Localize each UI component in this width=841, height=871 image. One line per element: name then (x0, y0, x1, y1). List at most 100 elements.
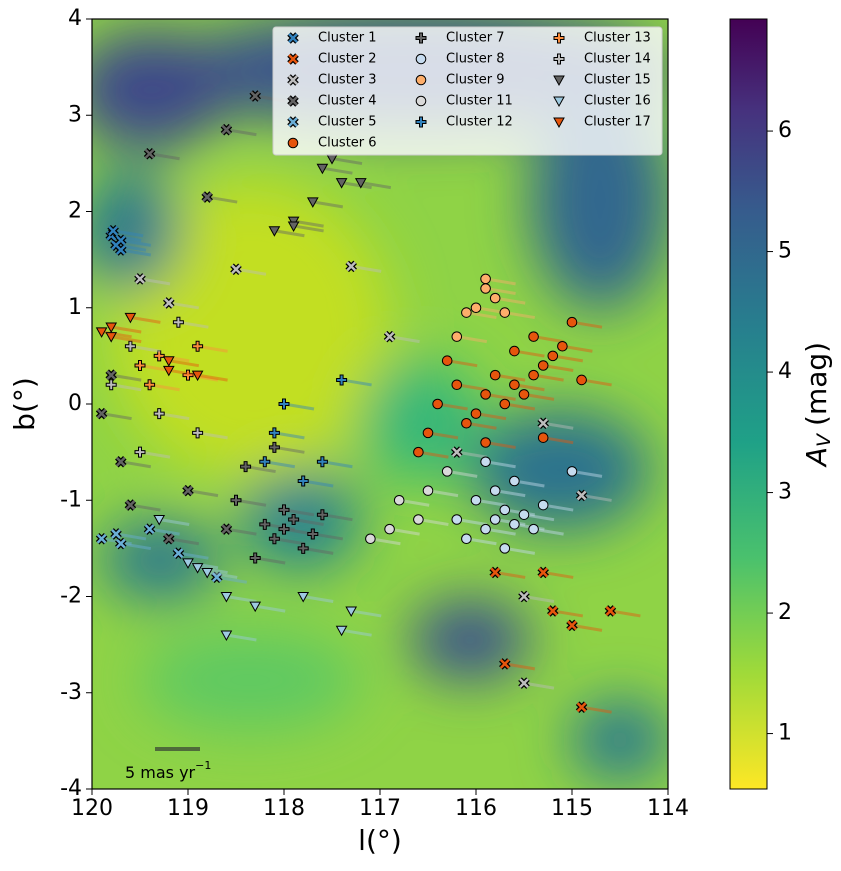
x-tick-label: 120 (71, 796, 113, 821)
legend-label: Cluster 2 (318, 52, 377, 67)
proper-motion-vector (115, 243, 147, 252)
point (499, 543, 511, 554)
marker-fill (134, 360, 146, 371)
legend-label: Cluster 4 (318, 94, 377, 109)
point (259, 518, 271, 530)
marker-fill (191, 563, 204, 574)
point (413, 514, 424, 525)
point (143, 147, 156, 160)
proper-motion-vector (523, 681, 555, 690)
marker-fill (316, 456, 328, 468)
marker-fill (415, 32, 427, 44)
marker-fill (509, 519, 520, 530)
point (489, 566, 501, 579)
marker-fill (259, 518, 271, 530)
x-tick-label: 118 (263, 796, 305, 821)
legend-label: Cluster 13 (584, 31, 651, 46)
marker-fill (115, 538, 126, 549)
marker-fill (576, 702, 587, 713)
colorbar-tick-label: 5 (778, 239, 792, 264)
point (499, 307, 511, 318)
point (461, 307, 472, 318)
point (297, 592, 310, 603)
point (537, 417, 549, 430)
proper-motion-vector (226, 128, 257, 137)
point (105, 322, 118, 334)
point (268, 441, 280, 453)
colorbar-tick-label: 6 (778, 118, 792, 143)
proper-motion-vector (523, 595, 555, 603)
proper-motion-vector (120, 460, 152, 469)
y-tick-label: 2 (68, 199, 82, 224)
point (153, 408, 165, 420)
proper-motion-vector (235, 267, 267, 276)
point (415, 95, 427, 107)
marker-fill (268, 441, 280, 453)
proper-motion-vector (331, 157, 363, 166)
point (172, 316, 184, 328)
marker-fill (499, 307, 511, 318)
marker-fill (221, 124, 232, 135)
marker-fill (553, 75, 565, 87)
point (249, 552, 261, 564)
marker-fill (451, 331, 463, 342)
marker-fill (105, 379, 117, 391)
marker-fill (316, 509, 328, 521)
marker-fill (221, 524, 232, 535)
x-axis-label: l(°) (358, 824, 402, 857)
marker-fill (115, 245, 126, 255)
marker-fill (278, 523, 290, 535)
y-tick-label: 1 (68, 295, 82, 320)
marker-fill (144, 379, 156, 391)
legend-label: Cluster 7 (446, 31, 505, 46)
marker-fill (441, 466, 453, 477)
marker-fill (268, 427, 280, 439)
marker-fill (287, 221, 300, 232)
point (335, 178, 348, 189)
x-tick-label: 114 (647, 796, 689, 821)
marker-fill (135, 273, 145, 284)
marker-fill (268, 533, 280, 545)
marker-fill (489, 514, 501, 525)
marker-fill (111, 529, 121, 539)
marker-fill (547, 606, 558, 616)
proper-motion-vector (130, 503, 161, 512)
point (220, 630, 233, 642)
proper-motion-vector (168, 301, 200, 310)
marker-fill (384, 331, 395, 342)
marker-fill (528, 369, 539, 381)
legend-label: Cluster 1 (318, 31, 377, 46)
marker-fill (557, 340, 568, 352)
y-tick-label: 0 (68, 391, 82, 416)
point (509, 379, 520, 391)
marker-fill (192, 427, 204, 439)
proper-motion-vector (542, 421, 574, 430)
cb-symbol: A (800, 447, 833, 468)
point (509, 475, 520, 487)
point (278, 504, 290, 516)
marker-fill (288, 75, 298, 85)
marker-fill (518, 389, 530, 400)
point (249, 601, 262, 613)
proper-motion-vector (350, 609, 382, 618)
point (191, 563, 204, 574)
point (499, 504, 511, 516)
marker-fill (537, 432, 549, 443)
point (220, 523, 233, 535)
marker-fill (182, 558, 194, 569)
marker-fill (297, 475, 309, 487)
marker-fill (605, 606, 616, 616)
point (451, 514, 463, 525)
colorbar-tick-label: 3 (778, 480, 792, 505)
marker-fill (163, 298, 174, 308)
point (182, 369, 194, 381)
point (575, 489, 588, 502)
proper-motion-vector (312, 200, 344, 209)
point (268, 226, 281, 237)
point (480, 273, 491, 285)
point (354, 178, 367, 189)
marker-fill (316, 163, 329, 175)
point (451, 331, 463, 342)
point (566, 619, 578, 632)
point (191, 370, 204, 382)
